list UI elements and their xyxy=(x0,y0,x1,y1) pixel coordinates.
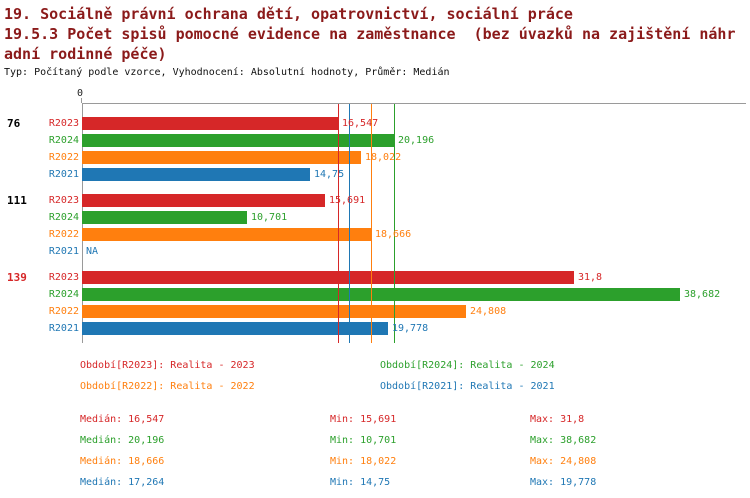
stat-median-r2024: Medián: 20,196 xyxy=(80,435,165,446)
bar-value-label: 10,701 xyxy=(251,212,288,223)
bar xyxy=(82,168,310,181)
median-line xyxy=(394,104,395,343)
bar-series-label: R2024 xyxy=(48,135,79,146)
bar xyxy=(82,271,574,284)
bar-series-label: R2022 xyxy=(48,229,79,240)
stat-min-r2021: Min: 14,75 xyxy=(330,477,391,488)
bar-value-label: 16,547 xyxy=(342,118,379,129)
bar-value-label: 18,022 xyxy=(365,152,402,163)
stat-min-r2023: Min: 15,691 xyxy=(330,414,397,425)
group-label: 76 xyxy=(7,117,21,130)
median-line xyxy=(371,104,372,343)
bar xyxy=(82,211,247,224)
stat-min-r2024: Min: 10,701 xyxy=(330,435,397,446)
x-axis-zero-label: 0 xyxy=(77,88,84,99)
group-label: 139 xyxy=(7,271,27,284)
report-title-line3: adní rodinné péče) xyxy=(4,45,167,63)
x-axis-line xyxy=(82,103,746,104)
bar xyxy=(82,288,680,301)
bar-series-label: R2021 xyxy=(48,323,79,334)
stat-max-r2021: Max: 19,778 xyxy=(530,477,597,488)
bar-series-label: R2022 xyxy=(48,306,79,317)
stat-min-r2022: Min: 18,022 xyxy=(330,456,397,467)
legend-item-r2024: Období[R2024]: Realita - 2024 xyxy=(380,360,555,371)
report-title-line2: 19.5.3 Počet spisů pomocné evidence na z… xyxy=(4,25,736,43)
bar-value-label: 24,808 xyxy=(470,306,507,317)
stat-max-r2024: Max: 38,682 xyxy=(530,435,597,446)
bar-value-label: 15,691 xyxy=(329,195,366,206)
bar-value-label: 20,196 xyxy=(398,135,435,146)
bar xyxy=(82,117,338,130)
bar-value-label: 38,682 xyxy=(684,289,721,300)
stat-median-r2022: Medián: 18,666 xyxy=(80,456,165,467)
bar-value-label: 31,8 xyxy=(578,272,603,283)
bar xyxy=(82,134,394,147)
legend-item-r2023: Období[R2023]: Realita - 2023 xyxy=(80,360,255,371)
legend-item-r2021: Období[R2021]: Realita - 2021 xyxy=(380,381,555,392)
bar xyxy=(82,194,325,207)
bar xyxy=(82,228,371,241)
bar-na-label: NA xyxy=(86,246,99,257)
bar-series-label: R2024 xyxy=(48,212,79,223)
bar xyxy=(82,305,466,318)
bar-series-label: R2021 xyxy=(48,246,79,257)
bar-series-label: R2024 xyxy=(48,289,79,300)
bar-series-label: R2023 xyxy=(48,118,79,129)
stat-max-r2023: Max: 31,8 xyxy=(530,414,585,425)
bar-value-label: 19,778 xyxy=(392,323,429,334)
stat-median-r2023: Medián: 16,547 xyxy=(80,414,165,425)
bar-series-label: R2022 xyxy=(48,152,79,163)
median-line xyxy=(349,104,350,343)
stat-max-r2022: Max: 24,808 xyxy=(530,456,597,467)
bar-value-label: 18,666 xyxy=(375,229,412,240)
group-label: 111 xyxy=(7,194,27,207)
bar-series-label: R2021 xyxy=(48,169,79,180)
bar xyxy=(82,151,361,164)
bar-value-label: 14,75 xyxy=(314,169,345,180)
median-line xyxy=(338,104,339,343)
bar xyxy=(82,322,388,335)
x-axis-tick xyxy=(81,98,82,103)
bar-series-label: R2023 xyxy=(48,272,79,283)
stat-median-r2021: Medián: 17,264 xyxy=(80,477,165,488)
report-subtitle: Typ: Počítaný podle vzorce, Vyhodnocení:… xyxy=(4,67,450,78)
legend-item-r2022: Období[R2022]: Realita - 2022 xyxy=(80,381,255,392)
bar-series-label: R2023 xyxy=(48,195,79,206)
report-title-line1: 19. Sociálně právní ochrana dětí, opatro… xyxy=(4,5,573,23)
